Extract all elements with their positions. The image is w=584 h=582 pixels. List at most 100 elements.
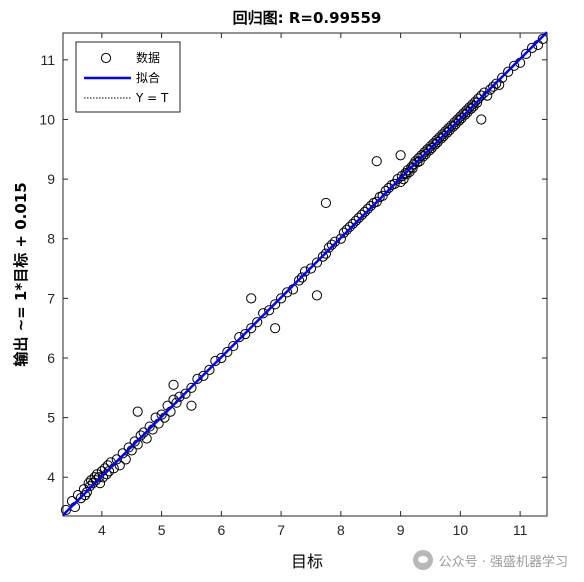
data-point [60,504,72,516]
data-point [329,236,340,247]
y-tick-label: 6 [47,350,55,366]
data-point [323,242,335,253]
data-point [186,382,197,393]
data-point [347,218,358,229]
data-point [317,251,329,262]
data-point [156,409,167,420]
data-point [444,125,455,136]
data-point [198,370,209,381]
data-point [341,224,352,235]
data-point [228,340,239,352]
data-point [420,148,431,160]
data-point [422,144,433,155]
data-point [120,454,131,465]
data-point [440,126,451,137]
data-point [129,436,140,447]
data-point [356,209,367,220]
data-point [476,114,487,125]
data-point [526,42,538,54]
x-tick-label: 5 [158,522,166,538]
data-point [537,33,548,45]
data-point [311,290,323,301]
data-point [264,305,275,316]
y-tick-label: 8 [47,231,55,247]
data-point [462,107,473,118]
data-point [432,137,443,148]
data-point [452,114,463,125]
data-point [468,101,479,112]
data-point [305,263,317,274]
data-point [180,388,191,399]
data-point [503,66,514,77]
data-point [467,99,478,110]
data-point [87,478,98,489]
data-point [84,481,95,492]
data-point [186,400,197,411]
chart-title: 回归图: R=0.99559 [233,9,382,27]
legend-label: 数据 [136,50,160,65]
data-point [174,391,185,402]
data-point [320,197,332,209]
legend-marker-data [100,52,112,64]
data-point [204,364,215,376]
data-point [240,329,251,340]
data-point [338,227,349,238]
data-point [320,248,332,259]
data-point [117,448,128,459]
data-point [270,299,281,310]
data-point [311,257,323,268]
data-point [114,460,125,471]
y-axis-label-text: 输出 ~= 1*目标 + 0.015 [12,182,30,366]
data-point [168,379,179,390]
data-point [138,427,149,438]
x-tick-label: 11 [513,522,528,538]
data-point [326,239,337,250]
data-point [438,131,449,142]
data-point [396,171,407,182]
x-tick-label: 10 [453,522,469,538]
data-point [335,233,346,244]
data-point [458,108,469,119]
data-point [216,352,227,364]
y-tick-label: 10 [39,111,55,127]
x-tick-label: 4 [98,522,106,538]
data-point [80,490,91,501]
plot-area: 4 5 6 7 8 9 10 11 4 5 6 7 8 9 10 11 [39,31,548,538]
y-tick-label: 7 [47,290,55,306]
data-point [123,442,134,453]
data-point [296,272,308,283]
data-point [395,150,406,161]
data-point [464,102,475,113]
data-point [404,166,415,178]
data-point [275,293,287,304]
data-point [281,287,293,298]
legend-label: Y = T [135,91,169,105]
data-point [410,156,421,167]
axes-box [62,32,548,517]
data-point [446,120,457,131]
y-tick-label: 9 [47,171,55,187]
data-point [473,93,484,104]
data-point [141,433,152,444]
data-point [380,185,391,197]
data-point [293,275,305,286]
watermark: 公众号 · 强盛机器学习 [412,550,568,570]
y-axis-label: 输出 ~= 1*目标 + 0.015 [12,182,30,366]
data-point [350,215,361,226]
x-tick-label: 9 [397,522,405,538]
data-point [456,113,467,124]
data-point [416,150,427,161]
data-point [488,81,499,92]
data-point [479,87,490,98]
wechat-icon [412,550,433,570]
data-point [476,90,487,101]
data-point [401,169,412,180]
data-point [353,212,364,223]
data-point [344,221,355,232]
fit-line [62,31,548,516]
data-point [362,203,373,215]
data-point [132,406,143,417]
x-tick-label: 8 [337,522,345,538]
